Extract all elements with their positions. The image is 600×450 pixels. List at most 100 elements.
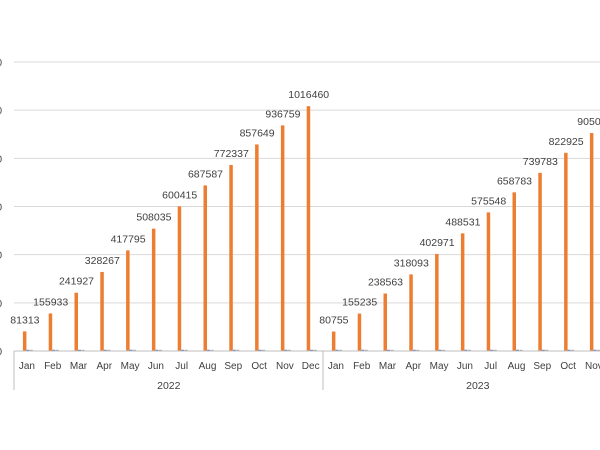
data-label: 155933 — [33, 296, 68, 308]
bar — [22, 331, 27, 351]
bar-tertiary — [81, 349, 85, 351]
x-tick-label: Jan — [19, 361, 35, 372]
bar-tertiary — [236, 349, 240, 351]
data-labels: 81313 155933 241927 328267 417795 508035 60041… — [10, 89, 600, 326]
x-tick-label: Aug — [199, 361, 217, 372]
bar-secondary — [181, 349, 185, 351]
bar-tertiary — [158, 349, 162, 351]
y-axis-tick-labels: 0 0 0 0 0 0 0 — [0, 58, 2, 358]
data-label: 241927 — [59, 276, 94, 288]
bar — [435, 253, 439, 351]
bar — [151, 228, 156, 351]
bar — [229, 164, 233, 351]
data-label: 417795 — [111, 233, 146, 245]
data-label: 318093 — [394, 257, 429, 269]
data-label: 488531 — [445, 216, 480, 228]
data-label: 772337 — [214, 148, 249, 160]
x-tick-label: Sep — [533, 361, 551, 372]
x-tick-label: Mar — [379, 361, 397, 372]
bar-secondary — [490, 349, 494, 351]
bar-secondary — [387, 349, 390, 351]
bar-secondary — [129, 349, 133, 351]
data-label: 936759 — [265, 108, 300, 120]
bar-secondary — [541, 349, 545, 351]
x-tick-label: May — [121, 361, 140, 372]
data-label: 1016460 — [288, 89, 329, 101]
bar-secondary — [438, 349, 442, 351]
bar — [409, 274, 413, 351]
bar-secondary — [567, 349, 571, 351]
bar-secondary — [593, 349, 597, 351]
x-tick-label: Feb — [44, 361, 62, 372]
bar-secondary — [232, 349, 236, 351]
y-tick-label: 0 — [0, 347, 2, 358]
data-label: 238563 — [368, 277, 403, 289]
bar-secondary — [103, 349, 107, 351]
bar — [48, 313, 53, 351]
data-label: 90503 — [577, 116, 600, 128]
x-group-label: 2022 — [157, 380, 181, 392]
bar-secondary — [155, 349, 159, 351]
bar-tertiary — [390, 349, 394, 351]
data-label: 857649 — [240, 127, 275, 139]
bar — [100, 271, 104, 351]
bar-secondary — [310, 349, 314, 351]
y-tick-label: 0 — [0, 251, 2, 262]
bar-secondary — [258, 349, 262, 351]
bar-secondary — [284, 349, 288, 351]
bar — [589, 133, 594, 351]
bar-tertiary — [545, 349, 549, 351]
y-tick-label: 0 — [0, 58, 2, 69]
bar-tertiary — [493, 349, 497, 351]
bar-secondary — [335, 349, 339, 351]
bar — [74, 292, 78, 351]
bars — [22, 106, 600, 352]
data-label: 739783 — [523, 156, 558, 168]
bar-tertiary — [210, 349, 214, 351]
x-tick-label: Oct — [251, 361, 267, 372]
x-tick-label: Feb — [353, 361, 371, 372]
bar-tertiary — [107, 349, 111, 351]
bar-tertiary — [313, 349, 317, 351]
bar-tertiary — [29, 349, 33, 351]
bar-tertiary — [133, 349, 137, 351]
data-label: 822925 — [549, 136, 584, 148]
x-tick-label: Aug — [508, 361, 526, 372]
bar-secondary — [78, 349, 81, 351]
data-label: 402971 — [420, 237, 455, 249]
x-group-label: 2023 — [466, 380, 490, 392]
data-label: 600415 — [162, 189, 197, 201]
x-tick-label: Jun — [457, 361, 473, 372]
bar — [460, 233, 465, 351]
bar-tertiary — [416, 349, 420, 351]
x-axis: Jan Feb Mar Apr May Jun Jul Aug Sep Oct Nov Dec 2022… — [13, 350, 600, 392]
y-tick-label: 0 — [0, 299, 2, 310]
data-label: 328267 — [85, 255, 120, 267]
x-tick-label: Sep — [224, 361, 242, 372]
bar-secondary — [412, 349, 416, 351]
bar — [383, 293, 387, 351]
bar — [538, 172, 542, 351]
x-tick-label: Dec — [302, 361, 320, 372]
x-tick-label: Jan — [328, 361, 344, 372]
y-tick-label: 0 — [0, 203, 2, 214]
x-tick-label: Nov — [276, 361, 294, 372]
bar-tertiary — [338, 349, 342, 351]
bar-tertiary — [262, 349, 266, 351]
bar-tertiary — [571, 349, 575, 351]
x-tick-label: Jun — [148, 361, 164, 372]
bar — [306, 106, 311, 352]
bar-secondary — [516, 349, 519, 351]
bar — [357, 313, 362, 351]
y-tick-label: 0 — [0, 154, 2, 165]
x-tick-label: Nov — [585, 361, 600, 372]
bar — [512, 192, 516, 351]
data-label: 155235 — [342, 297, 377, 309]
bar-secondary — [464, 349, 468, 351]
data-label: 80755 — [319, 315, 348, 327]
x-tick-label: May — [430, 361, 449, 372]
bar-secondary — [207, 349, 210, 351]
bar — [564, 152, 568, 351]
x-tick-label: Mar — [70, 361, 88, 372]
